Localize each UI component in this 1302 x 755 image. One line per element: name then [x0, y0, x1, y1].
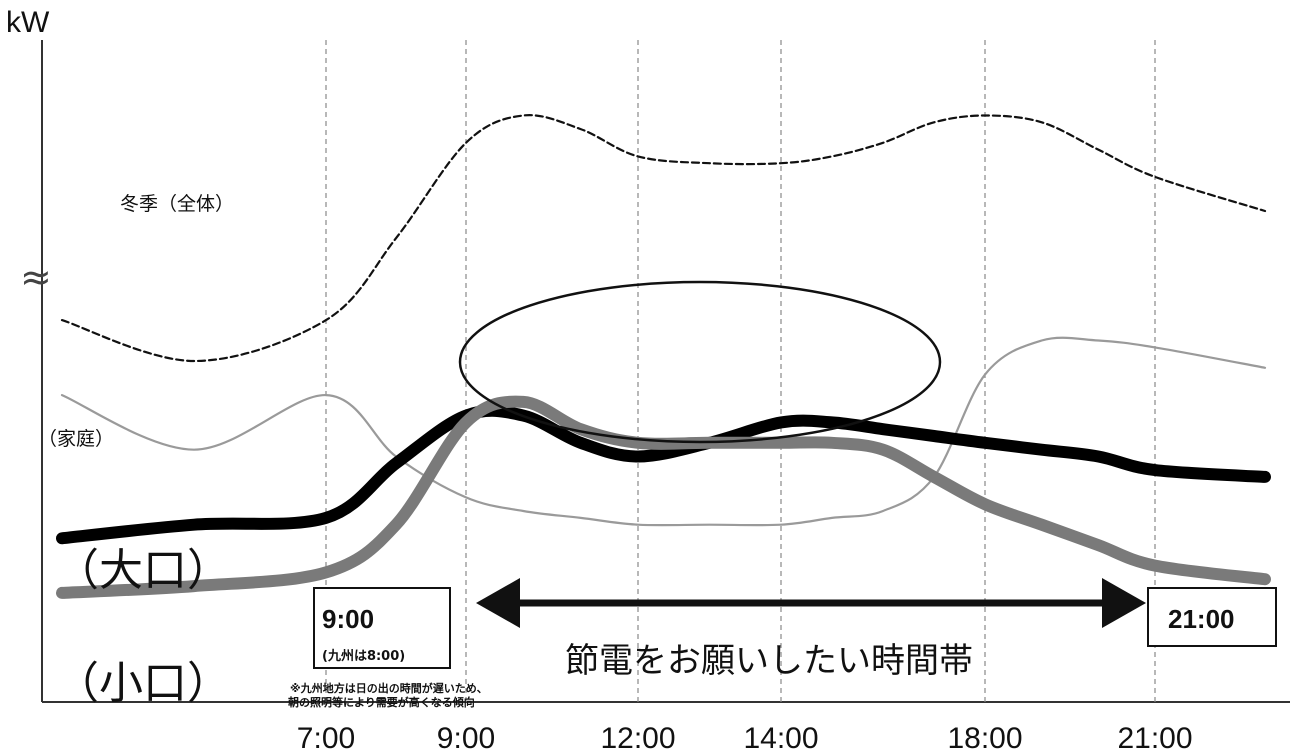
arrow-head-left	[476, 578, 520, 628]
series-label-household: （家庭）	[38, 428, 114, 450]
x-tick-label-0: 7:00	[297, 722, 355, 755]
series-line-winter-total	[60, 114, 1267, 363]
x-tick-label-4: 18:00	[947, 722, 1022, 755]
footnote-line2: 朝の照明等により需要が高くなる傾向	[288, 695, 475, 709]
arrow-head-right	[1102, 578, 1146, 628]
series-lines	[56, 114, 1271, 599]
x-tick-label-1: 9:00	[437, 722, 495, 755]
start-time-text: 9:00	[322, 604, 374, 634]
end-time-box	[1147, 587, 1277, 647]
x-tick-labels: 7:00 9:00 12:00 14:00 18:00 21:00	[297, 722, 1193, 755]
start-time-note: (九州は8:00)	[322, 649, 405, 664]
x-tick-label-2: 12:00	[600, 722, 675, 755]
request-period-label: 節電をお願いしたい時間帯	[565, 641, 973, 681]
series-line-household	[60, 336, 1267, 527]
series-label-winter-total: 冬季（全体）	[120, 193, 234, 215]
series-label-small: （小口）	[55, 658, 231, 709]
series-label-large: （大口）	[55, 545, 231, 596]
y-axis-label: kW	[6, 6, 50, 39]
series-line-large	[56, 404, 1271, 545]
x-tick-label-5: 21:00	[1117, 722, 1192, 755]
peak-highlight-ellipse	[458, 280, 942, 444]
x-tick-label-3: 14:00	[743, 722, 818, 755]
end-time-text: 21:00	[1168, 604, 1235, 634]
start-time-box	[313, 587, 451, 669]
footnote-line1: ※九州地方は日の出の時間が遅いため、	[290, 681, 488, 695]
axis-break-symbol: ≈	[20, 255, 52, 299]
series-line-small	[56, 395, 1271, 599]
